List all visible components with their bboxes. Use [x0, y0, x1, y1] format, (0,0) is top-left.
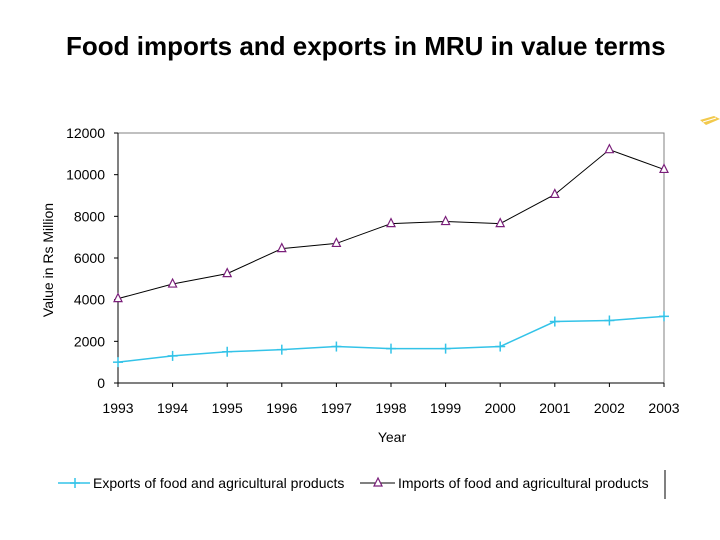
imports-data-point: [659, 163, 669, 174]
y-tick-label: 10000: [66, 167, 105, 183]
x-tick-label: 1997: [321, 400, 352, 416]
exports-data-point: [113, 357, 123, 368]
y-tick-label: 6000: [74, 250, 105, 266]
exports-data-point: [276, 344, 287, 355]
imports-data-point: [386, 217, 396, 228]
y-tick-label: 2000: [74, 333, 105, 349]
exports-data-point: [440, 343, 451, 354]
y-axis-title: Value in Rs Million: [40, 203, 56, 317]
series-layer: [113, 143, 669, 368]
imports-data-point: [604, 143, 615, 154]
imports-data-point: [495, 217, 506, 228]
legend-exports-label: Exports of food and agricultural product…: [93, 475, 344, 491]
exports-data-point: [604, 315, 615, 326]
x-tick-label: 2001: [539, 400, 570, 416]
legend-imports-marker: [373, 476, 383, 487]
imports-data-point: [549, 188, 560, 199]
exports-data-point: [549, 316, 560, 327]
exports-data-point: [659, 311, 669, 322]
imports-data-point: [113, 292, 123, 303]
y-tick-label: 4000: [74, 292, 105, 308]
x-axis: 1993 1994 1995 1996 1997 1998 1999 2000 2001 2002…: [102, 382, 680, 416]
imports-data-point: [331, 237, 342, 248]
x-axis-title: Year: [378, 429, 407, 445]
exports-data-point: [386, 343, 396, 354]
x-tick-label: 1994: [157, 400, 188, 416]
exports-data-point: [167, 350, 178, 361]
x-tick-label: 2002: [594, 400, 625, 416]
legend-imports-label: Imports of food and agricultural product…: [398, 475, 649, 491]
x-tick-label: 1999: [430, 400, 461, 416]
y-tick-label: 12000: [66, 125, 105, 141]
exports-data-point: [495, 341, 506, 352]
x-tick-label: 2003: [648, 400, 679, 416]
legend-exports-marker: [70, 478, 80, 488]
slide-title: Food imports and exports in MRU in value…: [66, 31, 666, 61]
y-tick-label: 0: [97, 375, 105, 391]
x-tick-label: 1993: [102, 400, 133, 416]
exports-data-point: [222, 346, 233, 357]
x-tick-label: 1996: [266, 400, 297, 416]
plot-area: [117, 132, 665, 384]
imports-data-point: [167, 277, 178, 288]
exports-data-point: [331, 341, 342, 352]
x-tick-label: 1998: [375, 400, 406, 416]
imports-data-point: [276, 242, 287, 253]
x-tick-label: 1995: [212, 400, 243, 416]
legend: Exports of food and agricultural product…: [58, 470, 666, 499]
imports-data-point: [222, 267, 233, 278]
pencil-icon: [700, 116, 720, 125]
x-tick-label: 2000: [485, 400, 516, 416]
y-axis: 0 2000 4000 6000 8000 10000 12000: [66, 125, 119, 391]
imports-data-point: [440, 215, 451, 226]
y-tick-label: 8000: [74, 208, 105, 224]
